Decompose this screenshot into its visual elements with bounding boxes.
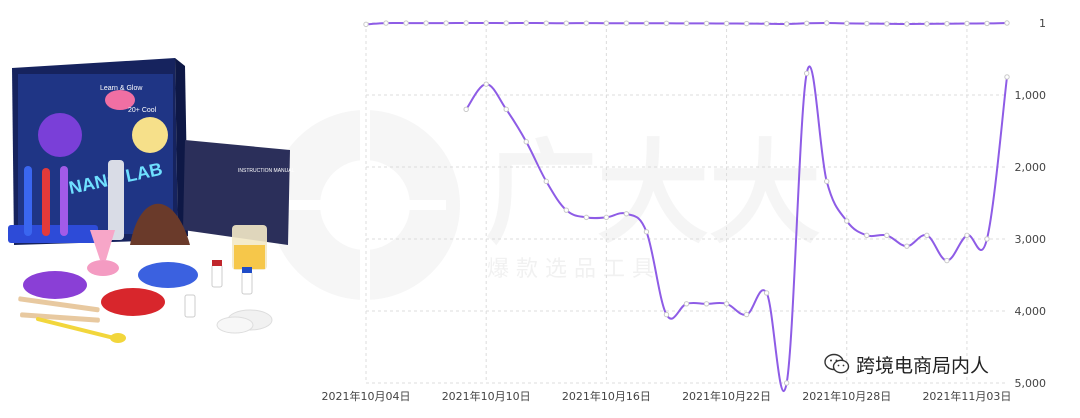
data-point bbox=[483, 81, 489, 87]
y-tick-label: 3,000 bbox=[1015, 233, 1047, 246]
data-point bbox=[443, 20, 449, 26]
data-point bbox=[703, 20, 710, 27]
product-manual-title: INSTRUCTION MANUAL bbox=[238, 168, 295, 174]
data-point bbox=[824, 178, 830, 185]
data-point bbox=[583, 20, 590, 26]
y-tick-label: 5,000 bbox=[1015, 377, 1047, 390]
watermark: 广大大 爆 款 选 品 工 具 bbox=[270, 110, 821, 300]
data-point bbox=[864, 20, 870, 27]
data-point bbox=[924, 21, 930, 27]
data-point bbox=[984, 236, 990, 242]
product-box-label: 20+ Cool bbox=[128, 107, 157, 114]
x-tick-label: 2021年11月03日 bbox=[922, 389, 1011, 403]
data-point bbox=[683, 301, 690, 307]
data-point bbox=[743, 20, 750, 27]
watermark-subtitle: 爆 款 选 品 工 具 bbox=[487, 257, 654, 282]
data-point bbox=[563, 20, 570, 26]
data-point bbox=[383, 20, 389, 26]
data-point bbox=[743, 311, 750, 318]
data-point bbox=[483, 20, 489, 26]
data-point bbox=[964, 20, 970, 27]
data-point bbox=[523, 20, 529, 26]
data-point bbox=[643, 229, 650, 235]
data-point bbox=[803, 20, 810, 26]
watermark-title: 广大大 bbox=[485, 129, 821, 259]
data-point bbox=[643, 20, 650, 26]
data-point bbox=[603, 20, 610, 26]
x-tick-label: 2021年10月28日 bbox=[802, 389, 891, 403]
data-point bbox=[403, 20, 409, 26]
data-point bbox=[904, 243, 910, 249]
product-manual bbox=[183, 140, 290, 245]
caption-text: 跨境电商局内人 bbox=[856, 354, 990, 377]
data-point bbox=[1004, 20, 1010, 26]
data-point bbox=[463, 106, 469, 113]
data-point bbox=[623, 20, 630, 26]
data-point bbox=[683, 20, 690, 27]
data-point bbox=[944, 21, 950, 27]
data-point bbox=[723, 301, 730, 307]
data-point bbox=[543, 178, 549, 185]
series bbox=[363, 20, 1010, 393]
y-tick-label: 4,000 bbox=[1015, 305, 1047, 318]
data-point bbox=[904, 21, 910, 27]
data-point bbox=[603, 214, 610, 221]
source-caption: 跨境电商局内人 bbox=[824, 350, 989, 378]
data-point bbox=[583, 214, 590, 221]
data-point bbox=[1004, 74, 1010, 80]
data-point bbox=[523, 139, 529, 145]
data-point bbox=[463, 20, 469, 26]
data-point bbox=[884, 232, 890, 239]
data-point bbox=[783, 21, 790, 27]
y-tick-label: 1 bbox=[1039, 17, 1046, 30]
data-point bbox=[824, 20, 830, 26]
data-point bbox=[543, 20, 549, 26]
data-point bbox=[663, 311, 670, 318]
data-point bbox=[723, 20, 730, 27]
data-point bbox=[663, 20, 670, 26]
data-point bbox=[964, 232, 970, 239]
x-tick-label: 2021年10月22日 bbox=[682, 389, 771, 403]
wechat-icon bbox=[824, 353, 850, 374]
data-point bbox=[363, 21, 369, 28]
data-point bbox=[924, 232, 930, 239]
data-point bbox=[503, 106, 509, 113]
data-point bbox=[783, 380, 790, 386]
data-point bbox=[803, 70, 810, 77]
data-point bbox=[884, 21, 890, 27]
data-point bbox=[623, 211, 630, 217]
data-point bbox=[984, 20, 990, 27]
y-tick-label: 1,000 bbox=[1015, 89, 1047, 102]
data-point bbox=[844, 218, 850, 224]
data-point bbox=[703, 301, 710, 307]
data-point bbox=[864, 232, 870, 239]
data-point bbox=[563, 207, 570, 213]
x-tick-label: 2021年10月16日 bbox=[562, 389, 651, 403]
data-point bbox=[763, 21, 770, 27]
data-point bbox=[763, 290, 770, 296]
data-point bbox=[503, 20, 509, 26]
data-point bbox=[944, 257, 950, 264]
x-tick-label: 2021年10月04日 bbox=[322, 389, 411, 403]
product-image: NANO LAB Learn & Glow 20+ Cool INSTRUCTI… bbox=[8, 58, 295, 343]
y-tick-label: 2,000 bbox=[1015, 161, 1047, 174]
x-tick-label: 2021年10月10日 bbox=[442, 389, 531, 403]
product-box-badge: Learn & Glow bbox=[100, 85, 143, 92]
axes: 1 1,000 2,000 3,000 4,000 5,000 2021年10月04日 202… bbox=[322, 17, 1047, 403]
data-point bbox=[844, 20, 850, 27]
data-point bbox=[423, 20, 429, 26]
